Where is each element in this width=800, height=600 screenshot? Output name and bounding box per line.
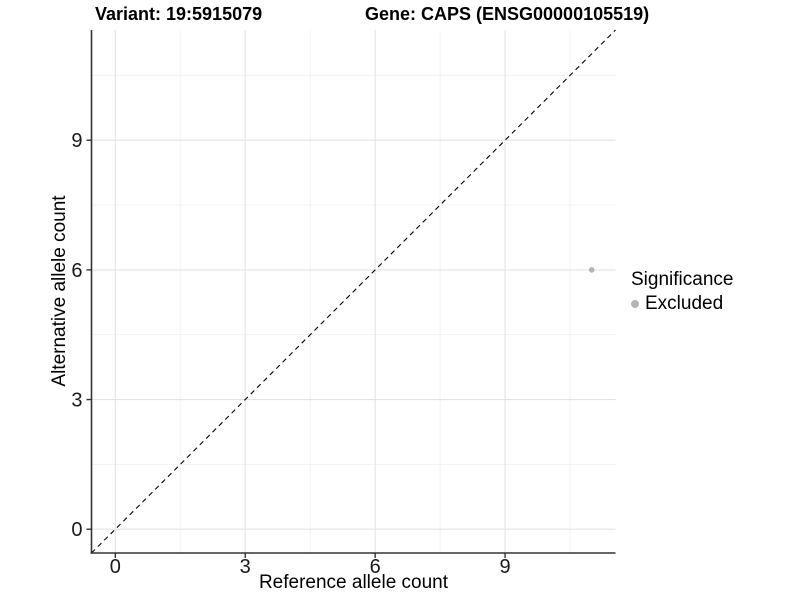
x-tick-label: 6 <box>370 556 381 578</box>
x-tick-label: 0 <box>110 556 121 578</box>
y-tick-label: 9 <box>71 130 82 152</box>
legend-item-label: Excluded <box>645 293 724 314</box>
legend-item-excluded: Excluded <box>631 293 733 315</box>
legend: Significance Excluded <box>631 269 733 315</box>
x-tick-label: 3 <box>240 556 251 578</box>
y-axis-title: Alternative allele count <box>49 195 70 387</box>
identity-line <box>91 29 616 554</box>
x-axis-title: Reference allele count <box>258 572 449 593</box>
y-tick-label: 0 <box>71 519 82 541</box>
y-tick-label: 3 <box>71 390 82 412</box>
plot-title-gene: Gene: CAPS (ENSG00000105519) <box>365 4 650 24</box>
x-tick-label: 9 <box>500 556 511 578</box>
plot-title-variant: Variant: 19:5915079 <box>95 4 263 24</box>
data-point <box>588 267 595 273</box>
legend-point-swatch <box>631 300 639 308</box>
y-tick-label: 6 <box>71 260 82 282</box>
legend-title: Significance <box>631 269 734 290</box>
